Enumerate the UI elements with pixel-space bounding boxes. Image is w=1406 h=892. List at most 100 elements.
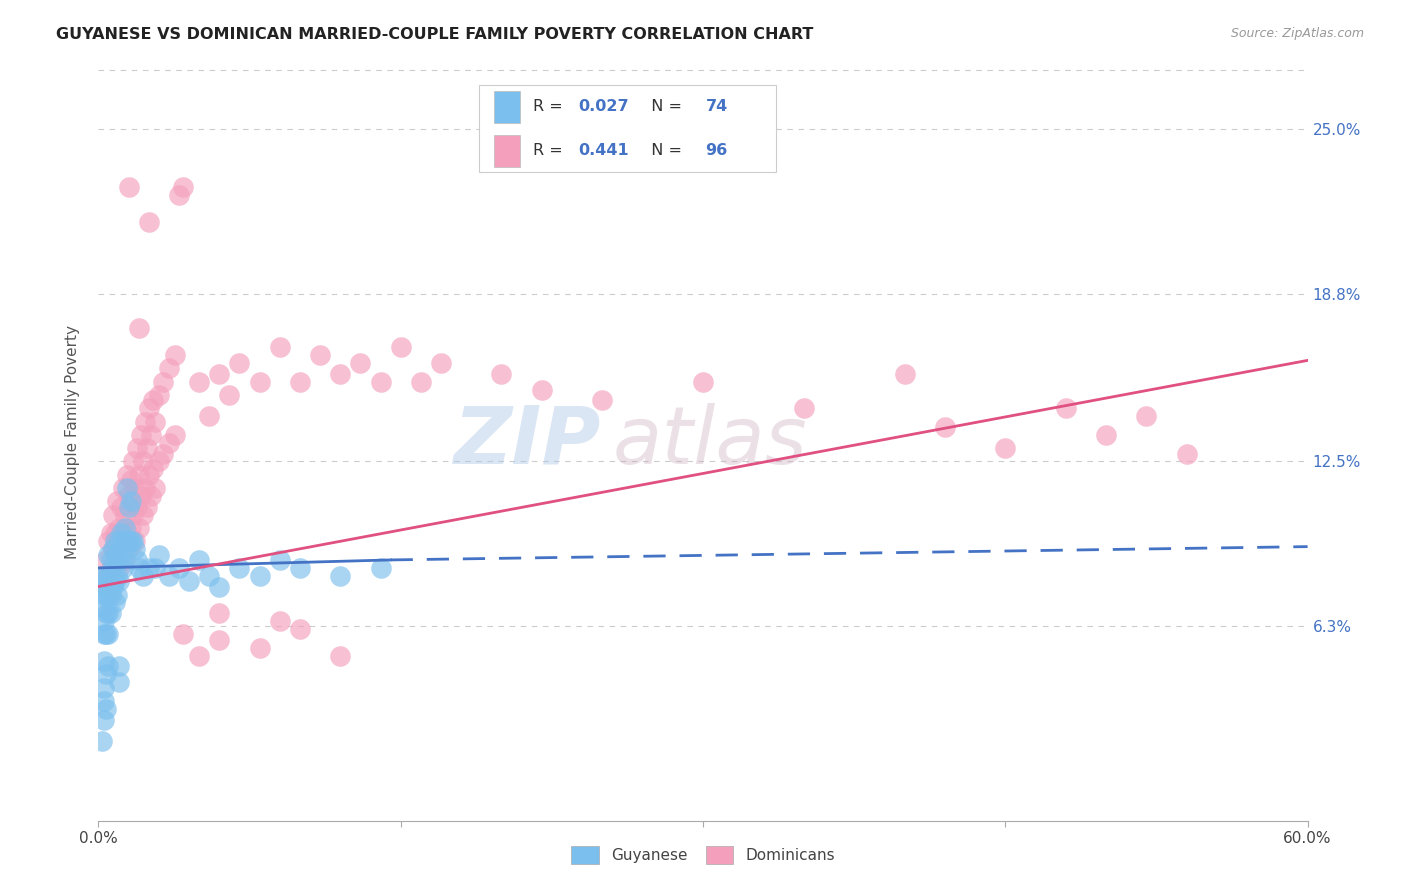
Point [93,614,115,628]
Text: 96: 96 [706,143,728,158]
Point [138,561,160,575]
Point [409,375,432,389]
Point [91,569,114,583]
Point [218,388,240,402]
Point [269,340,291,354]
Point [120,494,142,508]
Point [249,640,271,655]
Point [269,614,291,628]
Point [100,587,122,601]
Point [107,659,129,673]
Point [114,521,136,535]
Point [179,574,201,589]
Point [101,561,124,575]
Point [188,375,211,389]
Bar [494,135,520,167]
Point [249,569,271,583]
Point [115,467,138,482]
Point [167,561,190,575]
Point [111,481,134,495]
Point [491,367,513,381]
Point [329,648,352,663]
Point [115,481,138,495]
Point [114,508,136,522]
Point [172,180,194,194]
Point [132,508,155,522]
Point [103,526,125,541]
Point [107,553,129,567]
Point [692,375,714,389]
Text: ZIP: ZIP [453,402,600,481]
Point [97,569,120,583]
Point [157,361,180,376]
Text: atlas: atlas [613,402,807,481]
Point [152,446,174,460]
Point [93,654,115,668]
Point [198,569,221,583]
Point [188,553,211,567]
Point [103,553,125,567]
Point [107,675,129,690]
Y-axis label: Married-Couple Family Poverty: Married-Couple Family Poverty [65,325,80,558]
Point [100,526,122,541]
Point [111,534,134,549]
Point [148,454,170,468]
Point [114,548,136,562]
Point [96,667,118,681]
Point [103,595,125,609]
Point [107,534,129,549]
Text: N =: N = [641,100,688,114]
Point [91,734,114,748]
Point [100,553,122,567]
Point [139,489,162,503]
Point [111,534,134,549]
Point [93,713,115,727]
Point [125,553,148,567]
Point [118,500,141,514]
Text: N =: N = [641,143,688,158]
Point [107,574,129,589]
Text: GUYANESE VS DOMINICAN MARRIED-COUPLE FAMILY POVERTY CORRELATION CHART: GUYANESE VS DOMINICAN MARRIED-COUPLE FAM… [56,27,814,42]
Point [93,600,115,615]
Point [100,606,122,620]
Point [124,542,146,557]
Point [93,681,115,695]
Point [163,428,186,442]
Point [329,367,352,381]
Point [142,462,165,476]
Point [139,428,162,442]
Text: Source: ZipAtlas.com: Source: ZipAtlas.com [1230,27,1364,40]
Point [103,534,125,549]
Point [96,627,118,641]
Point [97,606,120,620]
Point [125,441,148,455]
Point [110,526,132,541]
Point [96,587,118,601]
Point [349,356,371,370]
Text: R =: R = [533,143,568,158]
Point [135,500,157,514]
Point [105,569,128,583]
Point [118,542,141,557]
Point [101,580,124,594]
Point [793,401,815,416]
Point [115,534,138,549]
Point [128,521,150,535]
Point [128,321,150,335]
Point [134,415,156,429]
Point [96,569,118,583]
Point [101,542,124,557]
Point [100,561,122,575]
Point [97,587,120,601]
Text: 74: 74 [706,100,728,114]
Point [329,569,352,583]
FancyBboxPatch shape [479,85,776,172]
Point [208,367,231,381]
Point [138,401,160,416]
Point [228,561,250,575]
Point [143,415,166,429]
Point [110,500,132,514]
Point [125,500,148,514]
Point [208,632,231,647]
Point [138,215,160,229]
